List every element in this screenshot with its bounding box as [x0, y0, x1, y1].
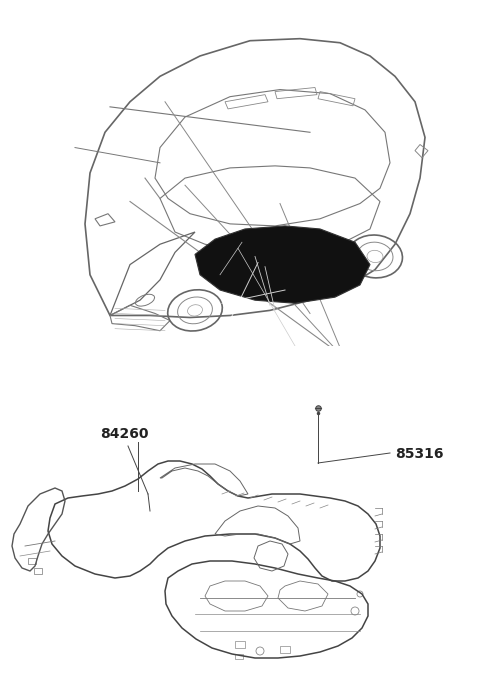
Polygon shape: [195, 226, 370, 303]
Bar: [34, 568, 42, 574]
Bar: [235, 641, 245, 648]
Bar: [28, 558, 36, 564]
Text: 85316: 85316: [395, 447, 444, 461]
Bar: [235, 654, 243, 659]
Bar: [280, 646, 290, 653]
Text: 84260: 84260: [100, 427, 148, 441]
